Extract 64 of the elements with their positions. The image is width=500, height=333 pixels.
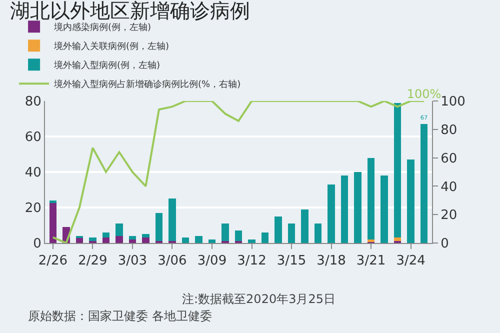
bar (128, 239, 136, 243)
x-tick-label: 3/06 (158, 254, 187, 269)
text: 原始数据：国家卫健委 各地卫健委 (28, 309, 212, 323)
legend-label: 境内感染病例(例，左轴) (53, 22, 152, 34)
x-tick-label: 3/24 (396, 254, 426, 269)
bar (328, 184, 335, 243)
bar (195, 236, 202, 243)
bar (155, 212, 163, 242)
bar (102, 238, 110, 243)
y2-tick-label: 0 (440, 236, 449, 252)
x-tick-label: 3/12 (237, 254, 266, 269)
bar (407, 160, 414, 243)
legend-label: 境外输入关联病例(例，左轴) (53, 41, 170, 52)
bar (234, 230, 242, 242)
bar (354, 172, 362, 243)
x-tick-label: 3/09 (197, 254, 227, 269)
y-tick-label: 80 (24, 94, 42, 110)
bar (380, 176, 388, 243)
bar (128, 236, 136, 240)
y-tick-label: 40 (24, 166, 42, 181)
line-series (52, 101, 426, 243)
bar (89, 238, 96, 242)
legend-label: 境外输入型病例(例，左轴) (53, 60, 160, 72)
bar (142, 238, 150, 243)
bar (168, 198, 176, 242)
bar (222, 223, 229, 242)
x-tick-label: 3/18 (316, 254, 346, 269)
bar (394, 238, 402, 242)
bar (248, 239, 256, 243)
x-tick-label: 2/26 (38, 254, 68, 269)
bar (76, 238, 84, 243)
bar (182, 238, 190, 243)
legend-label: 境外输入型病例占新增确诊病例比例(%，右轴) (53, 79, 241, 90)
bar (102, 232, 110, 238)
x-tick-label: 3/21 (356, 254, 386, 269)
bar (274, 216, 282, 243)
bar (394, 102, 402, 238)
bar (116, 236, 123, 243)
bar (314, 223, 322, 243)
bar (142, 234, 150, 238)
data-label: 100% (406, 87, 442, 101)
y-tick-label: 0 (33, 236, 42, 252)
bar (261, 232, 269, 243)
y2-tick-label: 60 (440, 151, 458, 166)
bar (340, 176, 348, 243)
y2-tick-label: 40 (440, 180, 458, 195)
bar (208, 239, 216, 243)
bar (49, 200, 57, 203)
bar (288, 223, 296, 243)
y2-tick-label: 100 (440, 94, 466, 110)
y2-tick-label: 20 (440, 208, 458, 224)
y-tick-label: 60 (24, 130, 42, 146)
y2-tick-label: 80 (440, 122, 458, 138)
chart-title: 湖北以外地区新增确诊病例 (10, 0, 250, 22)
x-tick-label: 3/03 (118, 254, 148, 269)
bar (116, 223, 123, 236)
bar (420, 124, 428, 243)
y-tick-label: 20 (24, 201, 42, 216)
bar (301, 209, 308, 243)
x-tick-label: 2/29 (78, 254, 108, 269)
x-tick-label: 3/15 (276, 254, 306, 269)
text: 注:数据截至2020年3月25日 (182, 292, 336, 306)
bar (367, 158, 375, 240)
bar (49, 202, 57, 243)
